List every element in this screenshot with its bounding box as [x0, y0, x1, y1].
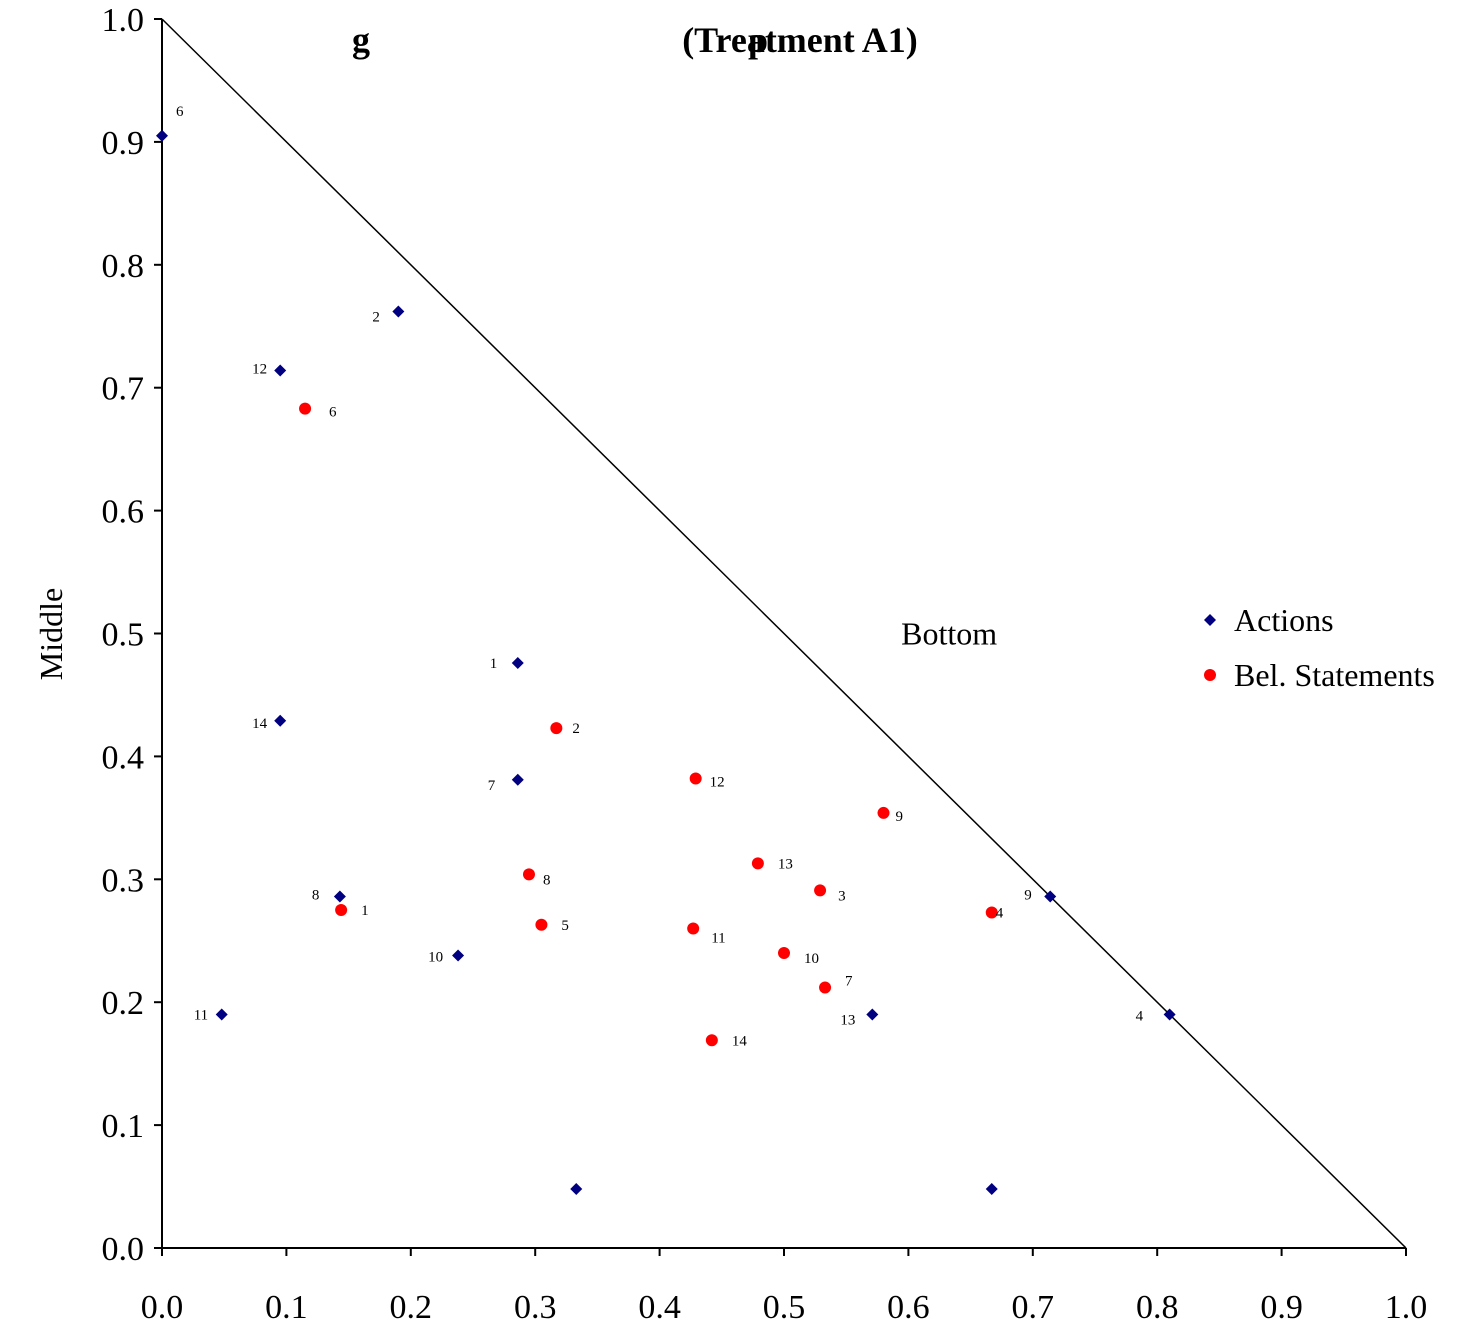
y-tick-label: 0.4 [102, 739, 145, 776]
data-point-label: 2 [372, 310, 380, 326]
annotation-bottom: Bottom [901, 616, 997, 652]
data-point-label: 1 [490, 656, 498, 672]
data-point-belief [705, 1034, 718, 1047]
data-point-action [274, 714, 287, 727]
y-tick-label: 0.7 [102, 371, 145, 408]
y-tick-label: 0.5 [102, 617, 145, 654]
data-point-label: 14 [252, 716, 268, 732]
data-point-belief [335, 904, 348, 917]
data-point-label: 8 [543, 872, 551, 888]
legend-marker-bel-statements [1204, 669, 1216, 681]
data-point-belief [522, 868, 535, 881]
data-point-label: 5 [561, 918, 569, 934]
data-point-label: 8 [312, 888, 320, 904]
data-point-label: 1 [361, 903, 369, 919]
y-tick-label: 0.3 [102, 862, 145, 899]
data-point-action [1163, 1008, 1176, 1021]
x-tick-label: 0.0 [141, 1289, 184, 1326]
legend-marker-actions [1204, 614, 1216, 626]
legend: Actions Bel. Statements [1204, 602, 1435, 693]
data-points: 6 2 12 1 14 7 8 10 11 9 13 4 6 2 12 9 13 8 3 4 1 5 11 10 7 14 [156, 104, 1176, 1196]
data-point-label: 9 [1024, 888, 1032, 904]
data-point-action [866, 1008, 879, 1021]
x-tick-label: 0.5 [763, 1289, 806, 1326]
data-point-action [274, 364, 287, 377]
y-tick-label: 0.9 [102, 125, 145, 162]
data-point-action [215, 1008, 228, 1021]
data-point-action [392, 305, 405, 318]
data-point-action [511, 773, 524, 786]
data-point-belief [535, 918, 548, 931]
data-point-action [1044, 890, 1057, 903]
axes: 0.0 0.1 0.2 0.3 0.4 0.5 0.6 0.7 0.8 0.9 1.0 0.0 0.1 0… [102, 2, 1428, 1326]
data-point-label: 7 [845, 973, 853, 989]
y-tick-label: 1.0 [102, 2, 145, 39]
chart-subtitle: (Treatment A1) [682, 20, 918, 60]
y-tick-label: 0.6 [102, 494, 145, 531]
data-point-label: 13 [840, 1012, 855, 1028]
data-point-action [156, 129, 168, 142]
data-point-belief [689, 772, 702, 785]
annotations: Bottom [901, 616, 997, 652]
data-point-belief [814, 884, 827, 897]
y-axis-label: Middle [33, 588, 69, 680]
y-tick-label: 0.1 [102, 1108, 145, 1145]
data-point-label: 11 [194, 1007, 208, 1023]
data-point-label: 9 [896, 809, 904, 825]
x-tick-label: 0.6 [887, 1289, 930, 1326]
x-tick-label: 0.8 [1136, 1289, 1179, 1326]
data-point-label: 13 [778, 856, 793, 872]
data-point-belief [877, 806, 890, 819]
data-point-label: 2 [572, 721, 580, 737]
data-point-belief [985, 906, 998, 919]
data-point-belief [550, 722, 563, 735]
legend-label: Actions [1234, 602, 1334, 638]
data-point-label: 4 [1136, 1008, 1144, 1024]
diagonal-line [161, 18, 1407, 1249]
data-point-action [985, 1183, 998, 1196]
data-point-label: 3 [838, 888, 846, 904]
legend-label: Bel. Statements [1234, 657, 1435, 693]
x-tick-label: 0.4 [638, 1289, 681, 1326]
data-point-label: 10 [804, 951, 819, 967]
x-tick-label: 0.2 [390, 1289, 433, 1326]
data-point-label: 14 [732, 1033, 748, 1049]
data-point-label: 12 [252, 361, 267, 377]
data-point-label: 7 [488, 778, 496, 794]
data-point-belief [751, 857, 764, 870]
series-bel-statements: 6 2 12 9 13 8 3 4 1 5 11 10 7 14 [299, 402, 1004, 1049]
data-point-label: 6 [176, 104, 184, 120]
data-point-belief [687, 922, 700, 935]
y-tick-label: 0.0 [102, 1231, 145, 1268]
data-point-label: 12 [710, 775, 725, 791]
chart-title-partial: g p [352, 20, 768, 60]
data-point-belief [299, 402, 312, 415]
data-point-action [570, 1183, 583, 1196]
simplex-boundary-line [161, 18, 1407, 1249]
data-point-label: 4 [996, 905, 1004, 921]
x-tick-label: 0.1 [265, 1289, 308, 1326]
data-point-action [452, 949, 465, 962]
x-tick-label: 0.7 [1012, 1289, 1055, 1326]
chart-title: g p (Treatment A1) [352, 20, 918, 60]
x-tick-label: 1.0 [1385, 1289, 1428, 1326]
data-point-belief [778, 947, 790, 960]
y-tick-label: 0.2 [102, 985, 145, 1022]
x-tick-label: 0.3 [514, 1289, 557, 1326]
data-point-label: 10 [428, 949, 443, 965]
data-point-belief [819, 981, 832, 994]
y-tick-label: 0.8 [102, 248, 145, 285]
data-point-action [511, 656, 524, 669]
data-point-label: 11 [711, 930, 725, 946]
x-tick-label: 0.9 [1260, 1289, 1303, 1326]
data-point-action [333, 890, 346, 903]
data-point-label: 6 [329, 405, 337, 421]
